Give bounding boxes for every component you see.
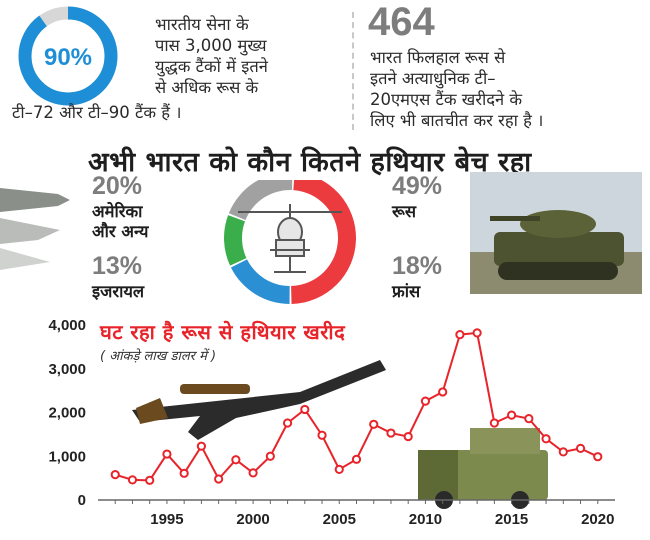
stat-divider: [352, 12, 354, 130]
data-point: [472, 328, 482, 338]
data-point: [162, 449, 172, 459]
stat-right-line-3: 20एमएस टैंक खरीदने के: [370, 90, 523, 109]
x-tick-label: 2000: [236, 511, 269, 528]
pct-usa: 20%: [92, 172, 143, 200]
line-chart: 0 1,000 2,000 3,000 4,000 1995 2000 2005 2010 201…: [48, 317, 615, 528]
stat-right-number: 464: [368, 0, 435, 44]
fighter-jet-image: [0, 188, 70, 270]
rifle-image: [132, 360, 386, 440]
donut-slice: [224, 215, 247, 266]
data-point: [214, 474, 224, 484]
label-israel: इजरायल: [92, 282, 145, 301]
data-point: [575, 443, 586, 453]
data-point: [265, 451, 275, 461]
x-tick-label: 2015: [495, 511, 528, 528]
data-point: [403, 431, 413, 442]
x-tick-label: 2005: [323, 511, 356, 528]
data-point: [507, 410, 517, 420]
data-point: [145, 475, 155, 485]
data-point: [420, 396, 431, 406]
y-tick-label: 0: [78, 492, 86, 509]
tank-photo: [470, 172, 642, 294]
donut-title: अभी भारत को कौन कितने हथियार बेच रहा: [88, 147, 532, 178]
data-point: [455, 330, 465, 340]
y-tick-label: 3,000: [48, 361, 86, 378]
stat-left-line-4: से अधिक रूस के: [155, 78, 259, 97]
pct-france: 18%: [392, 252, 443, 280]
data-point: [541, 434, 551, 444]
stat-left-line-1: भारतीय सेना के: [155, 15, 249, 34]
vehicle-image: [418, 428, 548, 509]
stat-right-line-4: लिए भी बातचीत कर रहा है ।: [370, 111, 544, 130]
donut-slice: [228, 180, 293, 221]
pct-russia: 49%: [392, 172, 443, 200]
data-point: [300, 404, 310, 415]
percent-value: 90%: [44, 44, 92, 71]
percent-ring: 90%: [18, 6, 118, 106]
data-point: [248, 468, 258, 478]
stat-left-line-3: युद्धक टैंकों में इतने: [155, 57, 268, 76]
y-tick-label: 2,000: [48, 405, 86, 422]
donut-slice: [230, 259, 290, 304]
stat-left-line-2: पास 3,000 मुख्य: [155, 36, 267, 55]
data-point: [127, 475, 138, 485]
donut-slice: [291, 180, 356, 304]
chart-title: घट रहा है रूस से हथियार खरीद: [100, 320, 346, 344]
stat-left-line-5: टी–72 और टी–90 टैंक हैं ।: [12, 103, 182, 122]
stat-right-line-2: इतने अत्याधुनिक टी–: [370, 69, 496, 88]
label-russia: रूस: [392, 202, 416, 221]
chart-subtitle: ( आंकड़े लाख डालर में ): [100, 349, 217, 364]
pct-israel: 13%: [92, 252, 143, 280]
data-point: [179, 468, 189, 478]
data-point: [282, 418, 293, 428]
helicopter-icon: [238, 204, 342, 273]
data-point: [369, 419, 379, 429]
x-tick-label: 2010: [409, 511, 442, 528]
label-usa-2: और अन्य: [92, 222, 149, 241]
donut-chart: [224, 180, 356, 304]
data-point: [196, 441, 206, 451]
stat-right-line-1: भारत फिलहाल रूस से: [370, 48, 506, 67]
data-point: [110, 470, 120, 480]
data-point: [317, 430, 327, 440]
x-tick-label: 1995: [150, 511, 183, 528]
data-point: [489, 418, 499, 428]
data-point: [386, 428, 396, 438]
data-point: [524, 414, 534, 424]
data-point: [438, 387, 448, 397]
y-tick-label: 1,000: [48, 448, 86, 465]
data-point: [558, 447, 568, 457]
data-point: [231, 455, 241, 465]
data-point: [351, 454, 362, 464]
data-point: [334, 464, 344, 474]
data-point: [593, 452, 603, 462]
label-france: फ्रांस: [392, 282, 421, 301]
label-usa-1: अमेरिका: [92, 202, 143, 221]
y-tick-label: 4,000: [48, 317, 86, 334]
x-tick-label: 2020: [581, 511, 614, 528]
